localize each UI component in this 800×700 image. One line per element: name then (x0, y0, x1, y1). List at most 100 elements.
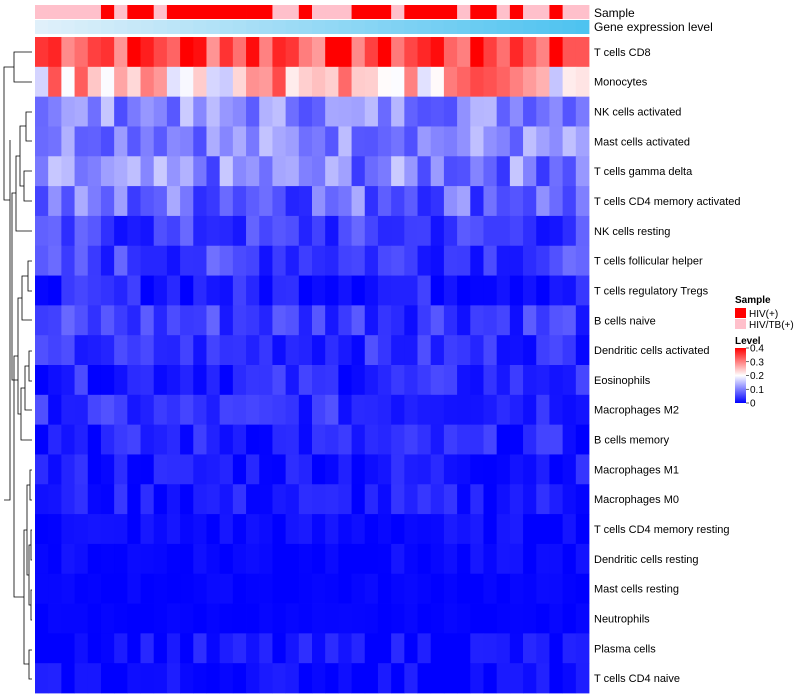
heatmap-cell (549, 394, 564, 426)
heatmap-cell (246, 305, 260, 336)
heatmap-cell (430, 275, 445, 306)
heatmap-cell (483, 573, 498, 604)
heatmap-cell (391, 543, 405, 575)
heatmap-cell (523, 126, 537, 157)
heatmap-cell (417, 335, 432, 366)
heatmap-cell (417, 215, 432, 247)
heatmap-cell (575, 603, 590, 634)
level-tick-label: 0.4 (750, 344, 764, 355)
heatmap-cell (140, 543, 155, 575)
heatmap-cell (140, 186, 155, 217)
heatmap-cell (259, 335, 273, 366)
heatmap-cell (391, 275, 405, 306)
heatmap-cell (153, 365, 168, 396)
heatmap-cell (549, 37, 564, 68)
heatmap-cell (87, 215, 102, 247)
heatmap-cell (61, 215, 75, 247)
dendrogram-branch (30, 529, 32, 561)
heatmap-cell (483, 365, 498, 396)
expression-annotation-cell (338, 20, 352, 34)
heatmap-cell (272, 543, 287, 575)
heatmap-cell (298, 633, 313, 664)
heatmap-cell (351, 305, 366, 336)
heatmap-cell (180, 305, 194, 336)
heatmap-cell (417, 633, 432, 664)
heatmap-cell (140, 454, 155, 485)
heatmap-cell (206, 543, 221, 575)
heatmap-cell (219, 156, 234, 187)
heatmap-cell (562, 186, 577, 217)
heatmap-cell (523, 215, 537, 247)
heatmap-cell (483, 484, 498, 515)
heatmap-cell (219, 186, 234, 217)
heatmap-cell (180, 514, 194, 545)
heatmap-cell (166, 245, 181, 276)
sample-annotation-cell (430, 5, 445, 19)
heatmap-cell (549, 335, 564, 366)
heatmap-cell (536, 305, 550, 336)
row-label: Eosinophils (594, 375, 651, 387)
heatmap-cell (127, 275, 141, 306)
heatmap-cell (470, 424, 484, 455)
heatmap-cell (430, 543, 445, 575)
heatmap-cell (48, 335, 62, 366)
heatmap-cell (457, 424, 471, 455)
heatmap-cell (246, 514, 260, 545)
heatmap-cell (430, 394, 445, 426)
heatmap-cell (193, 424, 207, 455)
heatmap-cell (523, 394, 537, 426)
heatmap-cell (127, 663, 141, 694)
sample-annotation-cell (351, 5, 366, 19)
expression-annotation-cell (127, 20, 141, 34)
dendrogram-branch (28, 649, 32, 680)
heatmap-cell (549, 663, 564, 694)
heatmap-cell (404, 514, 418, 545)
heatmap-cell (351, 66, 366, 98)
heatmap-cell (35, 603, 49, 634)
heatmap-cell (140, 633, 155, 664)
heatmap-cell (470, 156, 484, 187)
heatmap-cell (351, 543, 366, 575)
heatmap-cell (391, 37, 405, 68)
heatmap-cell (377, 424, 392, 455)
heatmap-cell (193, 245, 207, 276)
heatmap-cell (417, 186, 432, 217)
heatmap-cell (232, 424, 247, 455)
heatmap-cell (100, 245, 115, 276)
heatmap-cell (391, 514, 405, 545)
heatmap-cell (35, 275, 49, 306)
heatmap-cell (536, 573, 550, 604)
heatmap-cell (404, 394, 418, 426)
heatmap-cell (377, 633, 392, 664)
heatmap-cell (351, 37, 366, 68)
sample-annotation-cell (35, 5, 49, 19)
heatmap-cell (562, 335, 577, 366)
heatmap-cell (483, 156, 498, 187)
heatmap-cell (61, 454, 75, 485)
heatmap-cell (312, 484, 326, 515)
heatmap-cell (312, 603, 326, 634)
heatmap-cell (325, 156, 339, 187)
heatmap-cell (180, 156, 194, 187)
heatmap-cell (470, 603, 484, 634)
dendrogram-branch (20, 387, 32, 441)
expression-annotation-cell (443, 20, 458, 34)
heatmap-cell (496, 96, 511, 127)
heatmap-cell (48, 37, 62, 68)
heatmap-cell (272, 424, 287, 455)
heatmap-cell (285, 186, 300, 217)
sample-annotation-label: Sample (594, 6, 635, 20)
expression-annotation-cell (470, 20, 484, 34)
heatmap-cell (575, 663, 590, 694)
heatmap-cell (325, 215, 339, 247)
heatmap-cell (536, 96, 550, 127)
heatmap-cell (338, 663, 352, 694)
heatmap-cell (377, 394, 392, 426)
heatmap-cell (404, 573, 418, 604)
sample-annotation-cell (549, 5, 564, 19)
heatmap-cell (206, 484, 221, 515)
heatmap-cell (232, 365, 247, 396)
expression-annotation-cell (114, 20, 128, 34)
heatmap-cell (377, 37, 392, 68)
heatmap-cell (325, 96, 339, 127)
